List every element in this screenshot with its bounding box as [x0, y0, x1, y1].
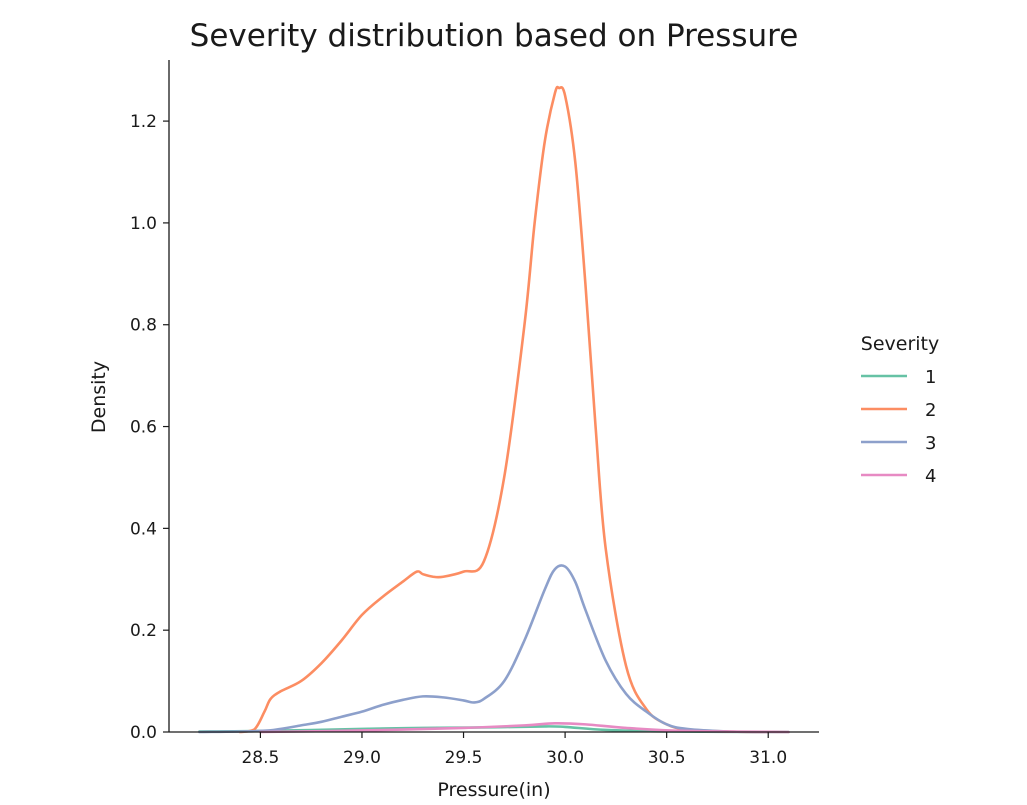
y-axis-label: Density — [88, 361, 110, 433]
y-tick-label: 0.0 — [130, 723, 157, 743]
x-tick-label: 28.5 — [241, 748, 279, 768]
y-tick-label: 0.2 — [130, 621, 157, 641]
legend-items: 1 2 3 4 — [861, 367, 936, 487]
chart-title: Severity distribution based on Pressure — [190, 18, 799, 54]
plot-area: 28.5 29.0 29.5 30.0 30.5 31.0 0.0 0.2 0.4 0.6 0.8… — [130, 60, 819, 768]
legend-label: 4 — [925, 466, 936, 487]
series-line-4 — [259, 722, 790, 734]
series-line-3 — [198, 564, 770, 734]
legend-label: 3 — [925, 433, 936, 454]
legend-title: Severity — [861, 333, 939, 355]
series-line-2 — [238, 85, 770, 734]
y-tick-label: 0.4 — [130, 519, 157, 539]
x-axis-label: Pressure(in) — [437, 779, 550, 801]
legend: Severity 1 2 3 4 — [861, 333, 939, 487]
x-tick-label: 30.0 — [546, 748, 584, 768]
x-tick-label: 30.5 — [648, 748, 686, 768]
x-tick-label: 29.0 — [343, 748, 381, 768]
series-layer — [198, 85, 790, 734]
y-axis-ticks: 0.0 0.2 0.4 0.6 0.8 1.0 1.2 — [130, 112, 169, 743]
y-tick-label: 1.2 — [130, 112, 157, 132]
y-tick-label: 1.0 — [130, 214, 157, 234]
y-tick-label: 0.6 — [130, 418, 157, 438]
x-axis-ticks: 28.5 29.0 29.5 30.0 30.5 31.0 — [241, 732, 787, 768]
x-tick-label: 29.5 — [445, 748, 483, 768]
legend-label: 2 — [925, 400, 936, 421]
legend-label: 1 — [925, 367, 936, 388]
y-tick-label: 0.8 — [130, 316, 157, 336]
x-tick-label: 31.0 — [749, 748, 787, 768]
